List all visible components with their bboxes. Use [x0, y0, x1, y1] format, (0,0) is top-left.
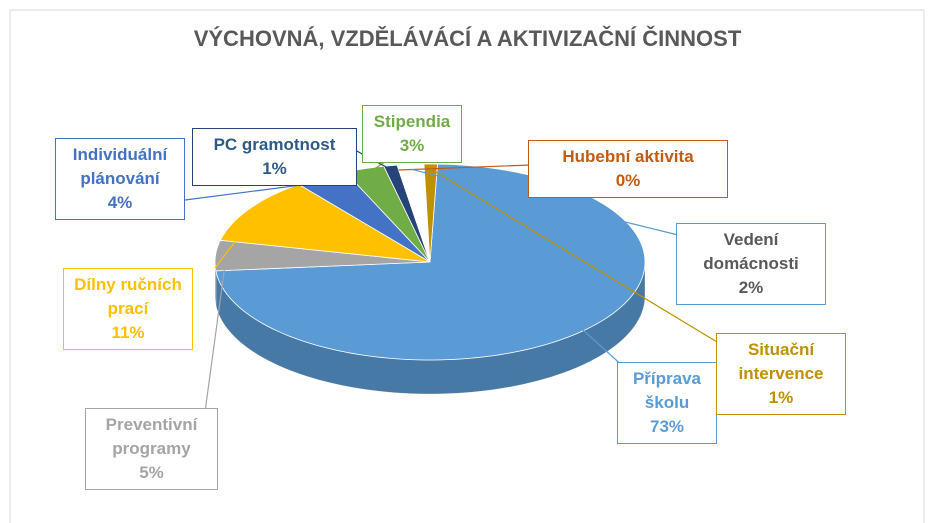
slice [423, 163, 438, 263]
value-label: 2% [738, 278, 764, 297]
value-label: 0% [615, 171, 641, 190]
data-label: PC gramotnost 1% [192, 128, 357, 186]
leader-line [204, 255, 227, 413]
data-label: Preventivní programy 5% [85, 408, 218, 490]
value-label: 1% [768, 388, 794, 407]
leader-line [411, 168, 679, 236]
category-name: Příprava školu [632, 369, 702, 412]
value-label: 5% [139, 463, 164, 482]
value-label: 4% [107, 193, 133, 212]
chart-title: VÝCHOVNÁ, VZDĚLÁVÁCÍ A AKTIVIZAČNÍ ČINNO… [193, 26, 742, 51]
data-label: Situační intervence 1% [716, 333, 846, 415]
slice [219, 183, 431, 263]
data-label: Stipendia 3% [362, 105, 462, 163]
leader-line [430, 168, 723, 346]
category-name: Situační intervence [738, 340, 824, 383]
category-name: Individuální plánování [72, 145, 168, 188]
slice-side-shade [215, 262, 645, 394]
data-label: Dílny ručních prací 11% [63, 268, 193, 350]
value-label: 3% [399, 136, 425, 155]
category-name: Dílny ručních prací [74, 275, 182, 318]
data-label: Hubební aktivita 0% [528, 140, 728, 198]
leader-line [578, 325, 626, 369]
value-label: 11% [111, 323, 145, 342]
leader-line [214, 211, 259, 269]
category-name: Preventivní programy [105, 415, 198, 458]
slice-side-shade [215, 262, 216, 305]
category-name: Vedení domácnosti [703, 230, 799, 273]
leader-line [398, 164, 531, 171]
value-label: 73% [649, 417, 685, 436]
data-label: Individuální plánování 4% [55, 138, 185, 220]
category-name: Stipendia [373, 112, 451, 131]
value-label: 1% [262, 159, 287, 178]
data-label: Vedení domácnosti 2% [676, 223, 826, 305]
category-name: Hubební aktivita [562, 147, 694, 166]
data-label: Příprava školu 73% [617, 362, 717, 444]
category-name: PC gramotnost [213, 135, 336, 154]
